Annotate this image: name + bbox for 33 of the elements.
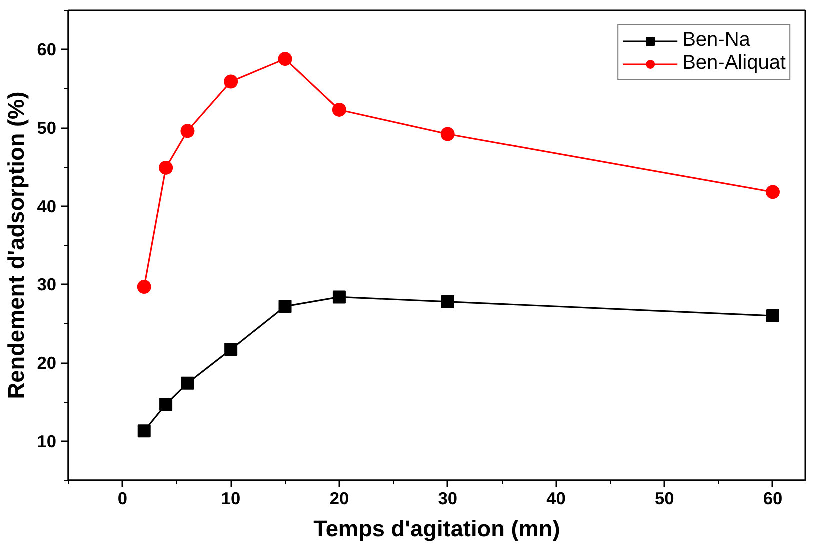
point <box>766 185 780 200</box>
y-tick-label: 10 <box>37 431 57 452</box>
point <box>332 102 346 117</box>
point <box>278 52 292 66</box>
x-tick-label: 40 <box>546 488 566 508</box>
point <box>224 343 238 356</box>
y-axis-title: Rendement d'adsorption (%) <box>3 92 30 400</box>
x-tick-label: 10 <box>221 488 241 508</box>
x-tick-label: 30 <box>438 488 458 508</box>
point <box>440 127 455 142</box>
point <box>766 310 780 322</box>
legend-label: Ben-Aliquat <box>682 52 786 75</box>
y-tick-label: 50 <box>37 118 57 138</box>
point <box>278 300 292 314</box>
point <box>181 376 194 390</box>
x-tick-label: 20 <box>330 488 350 508</box>
point <box>137 280 152 294</box>
point <box>180 124 195 138</box>
point <box>332 290 346 304</box>
point <box>160 398 173 412</box>
point <box>159 160 174 175</box>
y-tick-label: 40 <box>37 196 57 216</box>
x-axis-title: Temps d'agitation (mn) <box>314 516 560 542</box>
x-tick-label: 50 <box>654 488 674 508</box>
point <box>224 74 238 89</box>
point <box>441 295 454 308</box>
legend-label: Ben-Na <box>682 29 750 52</box>
y-tick-label: 30 <box>37 274 57 295</box>
point <box>138 424 151 438</box>
x-tick-label: 0 <box>118 488 128 508</box>
x-tick-label: 60 <box>763 488 783 508</box>
y-tick-label: 60 <box>37 40 57 60</box>
y-tick-label: 20 <box>37 353 57 373</box>
